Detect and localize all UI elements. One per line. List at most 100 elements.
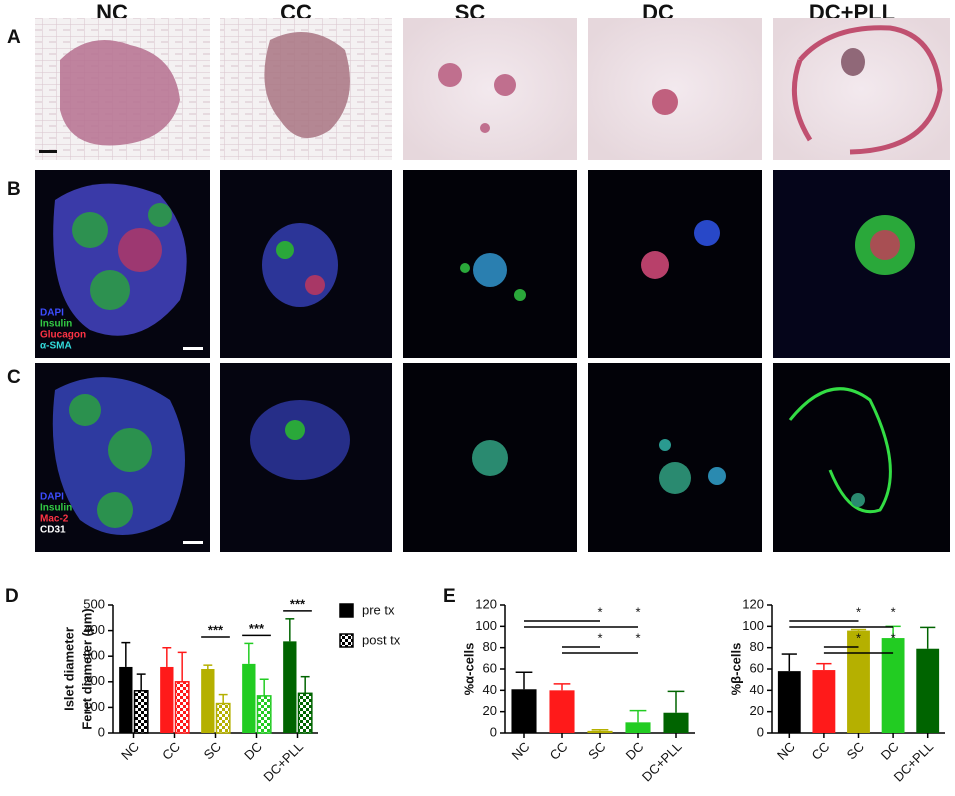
comparison-label: * [856,630,861,645]
y-tick-label: 100 [475,618,497,633]
image [659,462,691,494]
comparison-label: * [597,630,602,645]
bar [283,641,297,733]
panel-letter: D [5,586,19,607]
panel-letter: C [7,367,21,388]
x-tick-label: DC [623,739,647,763]
y-tick-label: 80 [750,639,764,654]
y-tick-label: 40 [750,682,764,697]
bar [625,722,651,733]
bar [119,666,133,733]
y-tick-label: 80 [483,639,497,654]
panel-letter: A [7,27,21,48]
image [514,289,526,301]
image [264,32,350,138]
image [708,467,726,485]
y-tick-label: 200 [83,673,105,688]
image [460,263,470,273]
scale-bar [183,541,203,544]
y-tick-label: 500 [83,596,105,611]
x-tick-label: SC [585,739,608,762]
x-tick-label: SC [844,739,867,762]
bar [511,689,537,733]
comparison-label: * [891,604,896,619]
y-tick-label: 60 [483,660,497,675]
y-tick-label: 20 [483,703,497,718]
comparison-label: * [635,604,640,619]
image [870,230,900,260]
image [480,123,490,133]
bar [777,671,801,733]
bar [215,702,231,734]
image [69,394,101,426]
comparison-label: * [635,630,640,645]
legend-label: post tx [362,632,401,647]
legend-label: pre tx [362,602,395,617]
y-axis-label: Islet diameter [61,627,76,711]
stain-label: Insulin [40,319,72,330]
stain-label: Insulin [40,503,72,514]
bar [256,695,272,734]
bar [133,690,149,734]
stain-label: α-SMA [40,341,72,352]
y-tick-label: 120 [475,596,497,611]
legend-swatch [339,603,354,618]
significance-label: *** [249,621,265,636]
if-images-b: DAPI Insulin Glucagon α-SMA [35,170,950,358]
image [851,493,865,507]
he-images [35,18,950,160]
image [118,228,162,272]
image [472,440,508,476]
image [262,223,338,307]
y-tick-label: 40 [483,682,497,697]
bar [663,712,689,733]
image [652,89,678,115]
image [473,253,507,287]
bar [160,666,174,733]
comparison-label: * [856,604,861,619]
bar [242,663,256,733]
image [108,428,152,472]
image [285,420,305,440]
image [60,40,180,146]
image [659,439,671,451]
image [588,363,762,552]
bar [587,730,613,733]
scale-bar [183,347,203,350]
x-tick-label: CC [159,739,183,763]
x-tick-label: NC [118,739,142,763]
y-tick-label: 60 [750,660,764,675]
y-tick-label: 120 [742,596,764,611]
stain-label: DAPI [40,492,64,503]
image [841,48,865,76]
legend-swatch [339,633,354,648]
y-tick-label: 20 [750,703,764,718]
bar [916,648,940,733]
x-tick-label: DC [878,739,902,763]
image [250,400,350,480]
image [276,241,294,259]
panel-letter: B [7,179,21,200]
image [788,387,892,513]
image [494,74,516,96]
image [694,220,720,246]
bar [297,692,313,734]
x-tick-label: DC+PLL [639,739,685,785]
y-tick-label: 400 [83,622,105,637]
bar [881,638,905,733]
image [305,275,325,295]
bar [549,690,575,733]
x-tick-label: DC [241,739,265,763]
stain-label: Mac-2 [40,514,69,525]
image [588,18,762,160]
stain-label: CD31 [40,525,66,536]
y-tick-label: 0 [490,724,497,739]
bar [201,669,215,733]
x-tick-label: NC [774,739,798,763]
y-axis-label: %β-cells [728,643,743,696]
if-images-c: DAPI Insulin Mac-2 CD31 [35,363,950,552]
x-tick-label: CC [809,739,833,763]
image [773,170,950,358]
y-tick-label: 0 [98,724,105,739]
